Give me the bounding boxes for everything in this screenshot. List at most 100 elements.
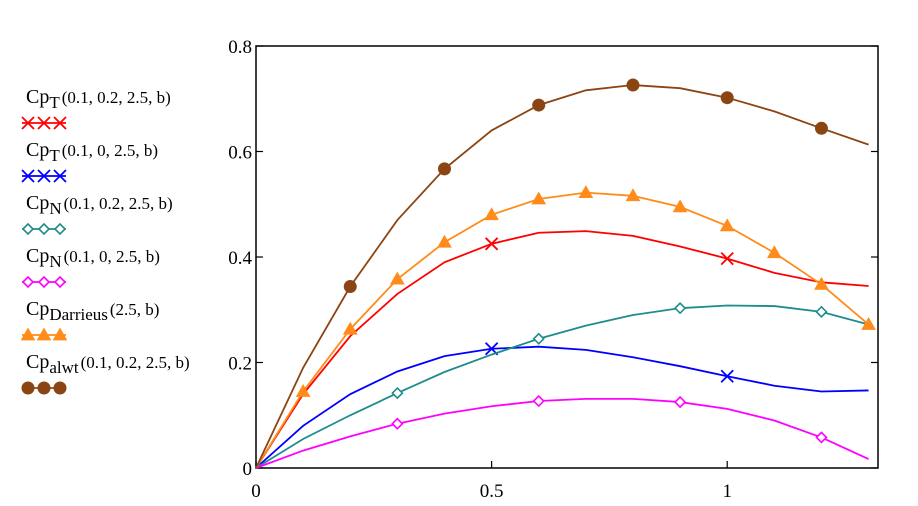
legend-swatch: [21, 169, 67, 183]
legend-entry: CpN (0.1, 0, 2.5, b): [21, 245, 256, 298]
legend-label-base: Cp: [26, 86, 50, 108]
series-2: [255, 342, 869, 469]
legend-label-base: Cp: [26, 139, 50, 161]
data-point-marker: [626, 78, 640, 92]
legend-label-base: Cp: [26, 351, 50, 373]
series-layer: [255, 78, 876, 469]
data-point-marker: [437, 234, 452, 248]
data-point-marker: [719, 218, 735, 232]
x-tick-label: 1: [722, 481, 732, 502]
data-point-marker: [578, 185, 594, 199]
legend-label-args: (0.1, 0.2, 2.5, b): [63, 194, 173, 213]
data-point-marker: [720, 251, 734, 266]
data-point-marker: [815, 305, 828, 318]
legend-swatch-marker: [53, 222, 67, 236]
legend-label: CpN (0.1, 0.2, 2.5, b): [26, 192, 256, 218]
legend-swatch: [21, 381, 67, 395]
data-point-marker: [531, 191, 547, 205]
legend-swatch: [21, 116, 67, 130]
data-point-marker: [673, 395, 687, 409]
series-line: [255, 345, 869, 469]
data-point-marker: [390, 271, 405, 285]
legend-entry: CpN (0.1, 0.2, 2.5, b): [21, 192, 256, 245]
legend-label-args: (0.1, 0, 2.5, b): [61, 141, 159, 160]
data-point-marker: [720, 91, 734, 105]
data-point-marker: [532, 394, 545, 408]
data-point-marker: [484, 237, 499, 251]
legend-label-subscript: T: [49, 93, 60, 112]
data-point-marker: [814, 276, 829, 290]
legend-swatch-marker: [21, 222, 35, 236]
legend-label-base: Cp: [26, 245, 50, 267]
legend-swatch-marker: [21, 381, 35, 395]
legend-label: CpT (0.1, 0.2, 2.5, b): [26, 86, 256, 112]
data-point-marker: [766, 245, 782, 259]
legend-swatch-marker: [53, 381, 67, 395]
legend-label: CpDarrieus (2.5, b): [26, 298, 256, 324]
data-point-marker: [815, 431, 828, 444]
series-5: [255, 185, 876, 469]
data-point-marker: [532, 98, 546, 112]
legend-entry: CpT (0.1, 0, 2.5, b): [21, 139, 256, 192]
legend-swatch-marker: [53, 169, 67, 183]
legend-label-subscript: alwt: [49, 358, 79, 377]
legend-entry: Cpalwt (0.1, 0.2, 2.5, b): [21, 351, 256, 404]
legend-swatch: [21, 275, 67, 289]
legend-swatch-marker: [36, 327, 52, 341]
data-point-marker: [720, 369, 734, 383]
data-point-marker: [861, 317, 876, 330]
legend-swatch-marker: [21, 275, 35, 289]
legend-swatch-marker: [21, 169, 35, 183]
y-tick-label: 0.4: [228, 248, 252, 269]
series-line: [255, 191, 870, 469]
data-point-marker: [814, 121, 828, 135]
legend-label-args: (2.5, b): [109, 300, 160, 319]
legend-swatch-marker: [37, 222, 51, 236]
legend-label-base: Cp: [26, 192, 50, 214]
legend-swatch-marker: [37, 116, 51, 130]
legend-label-subscript: Darrieus: [49, 305, 108, 324]
legend-swatch-marker: [20, 327, 36, 341]
legend-swatch-marker: [37, 275, 51, 289]
y-tick-label: 0.2: [228, 354, 252, 375]
data-point-marker: [532, 332, 545, 345]
legend-label: CpN (0.1, 0, 2.5, b): [26, 245, 256, 271]
x-axis-ticks: 0 0.5 1: [251, 461, 732, 502]
legend-label: Cpalwt (0.1, 0.2, 2.5, b): [26, 351, 256, 377]
series-3: [255, 302, 869, 469]
legend: CpT (0.1, 0.2, 2.5, b) CpT (0.1, 0, 2.5, b)…: [20, 86, 256, 404]
legend-label: CpT (0.1, 0, 2.5, b): [26, 139, 256, 165]
data-point-marker: [343, 280, 357, 294]
x-tick-label: 0: [251, 481, 261, 502]
legend-label-args: (0.1, 0.2, 2.5, b): [61, 88, 171, 107]
data-point-marker: [342, 321, 358, 335]
x-tick-label: 0.5: [480, 481, 504, 502]
series-line: [255, 304, 869, 469]
legend-swatch-marker: [21, 116, 35, 130]
legend-label-base: Cp: [26, 298, 50, 320]
data-point-marker: [673, 302, 687, 315]
legend-entry: CpDarrieus (2.5, b): [20, 298, 256, 351]
legend-swatch-marker: [52, 327, 68, 341]
legend-label-subscript: T: [49, 146, 60, 165]
legend-swatch-marker: [53, 116, 67, 130]
y-tick-label: 0: [243, 459, 253, 480]
legend-label-subscript: N: [49, 252, 62, 271]
legend-label-args: (0.1, 0, 2.5, b): [63, 247, 160, 266]
data-point-marker: [391, 417, 404, 430]
legend-swatch: [21, 222, 67, 236]
plot-frame: [255, 45, 879, 469]
legend-swatch: [20, 327, 68, 341]
legend-entry: CpT (0.1, 0.2, 2.5, b): [21, 86, 256, 139]
series-line: [255, 230, 869, 469]
legend-swatch-marker: [37, 381, 51, 395]
data-point-marker: [437, 162, 451, 176]
series-line: [255, 84, 869, 469]
series-1: [255, 230, 869, 469]
series-line: [255, 397, 869, 469]
y-tick-label: 0.6: [228, 143, 252, 164]
y-tick-label: 0.8: [228, 37, 252, 58]
legend-label-subscript: N: [49, 199, 62, 218]
series-6: [255, 78, 869, 469]
